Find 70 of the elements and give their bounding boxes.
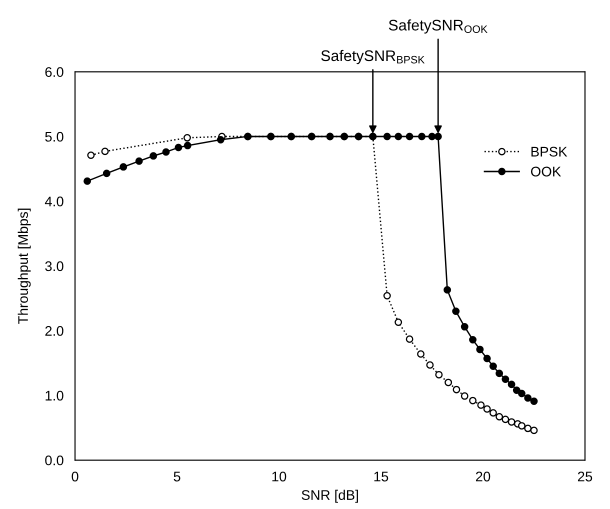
- x-tick-label: 15: [374, 472, 388, 482]
- point: [184, 142, 192, 150]
- point: [512, 386, 520, 394]
- point: [102, 170, 110, 178]
- x-tick-label: 5: [174, 472, 180, 482]
- point: [477, 401, 485, 409]
- point: [120, 163, 128, 171]
- point: [406, 335, 414, 343]
- point: [435, 370, 443, 378]
- y-tick-label: 3.0: [45, 261, 64, 272]
- point: [476, 346, 484, 354]
- point: [460, 392, 468, 400]
- y-tick-label: 0.0: [45, 455, 64, 466]
- point: [383, 292, 391, 300]
- point: [418, 132, 426, 140]
- point: [394, 132, 402, 140]
- point: [84, 177, 92, 185]
- y-tick-label: 6.0: [45, 67, 64, 77]
- point: [489, 409, 497, 417]
- point: [452, 308, 460, 316]
- x-tick-label: 20: [476, 472, 490, 482]
- point: [483, 405, 491, 413]
- point: [469, 336, 477, 344]
- y-tick-label: 1.0: [46, 390, 64, 401]
- point: [406, 132, 414, 140]
- y-tick-label: 2.0: [45, 326, 64, 336]
- x-tick-label: 0: [72, 472, 78, 482]
- point: [530, 426, 538, 434]
- point: [417, 350, 425, 358]
- point: [162, 148, 170, 156]
- point: [150, 152, 158, 160]
- point: [444, 378, 452, 386]
- y-tick-label: 5.0: [45, 132, 64, 142]
- point: [518, 422, 526, 430]
- point: [101, 148, 109, 156]
- point: [483, 354, 491, 362]
- point: [502, 375, 510, 383]
- point: [496, 370, 504, 378]
- point: [460, 323, 468, 331]
- point: [444, 286, 452, 294]
- point: [426, 361, 434, 369]
- legend-label: OOK: [530, 166, 562, 176]
- point: [216, 136, 224, 144]
- point: [530, 397, 538, 405]
- point: [524, 394, 532, 402]
- point: [489, 362, 497, 370]
- annotation: SafetySNR$_{OOK}$: [388, 19, 488, 34]
- point: [183, 134, 191, 142]
- point: [452, 386, 460, 394]
- y-tick-label: 4.0: [44, 196, 64, 206]
- x-tick-label: 25: [578, 472, 592, 482]
- y-axis-title: Throughput [Mbps]: [18, 208, 31, 324]
- point: [428, 132, 436, 140]
- point: [508, 380, 516, 388]
- point: [394, 318, 402, 326]
- point: [502, 416, 510, 424]
- point: [135, 157, 143, 165]
- legend-label: BPSK: [531, 146, 568, 157]
- x-tick-label: 10: [272, 472, 286, 482]
- point: [508, 418, 516, 426]
- point: [524, 424, 532, 432]
- annotation: SafetySNR$_{BPSK}$: [321, 50, 425, 64]
- x-axis-title: SNR [dB]: [302, 490, 358, 503]
- point: [518, 390, 526, 398]
- point: [87, 152, 95, 160]
- point: [383, 132, 391, 140]
- point: [434, 132, 442, 140]
- point: [496, 413, 504, 421]
- point: [174, 144, 182, 152]
- point: [469, 396, 477, 404]
